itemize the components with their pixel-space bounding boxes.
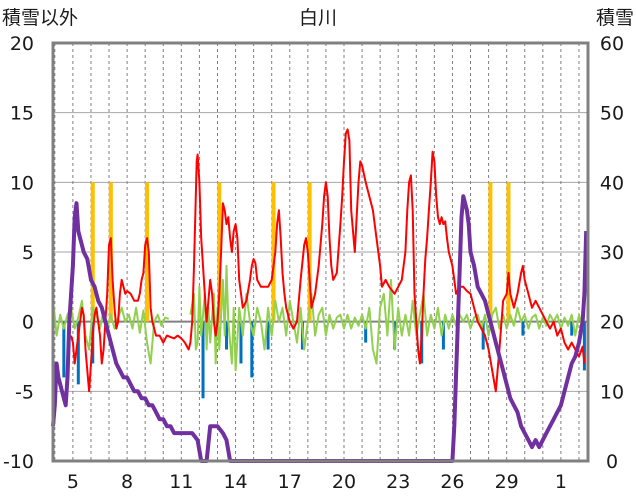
right-axis-title: 積雪 [596,7,634,29]
snowfall-bar [488,182,493,322]
snowfall-bar [90,182,95,322]
precip-bar [364,321,368,343]
x-tick-label: 11 [169,471,193,493]
precip-bar [481,321,485,350]
x-tick-label: 20 [332,471,356,493]
x-tick-label: 23 [386,471,410,493]
y-right-tick-label: 40 [600,172,624,194]
y-right-tick-label: 10 [600,381,624,403]
temperature-line [70,128,586,393]
y-left-tick-label: -5 [15,381,34,403]
precip-bar [225,321,229,350]
precip-bar [201,321,205,399]
y-left-tick-label: -10 [3,451,34,473]
plot-frame [51,41,590,463]
y-left-tick-label: 0 [22,312,34,334]
precip-bar [250,321,254,378]
precip-bar [62,321,66,378]
x-tick-label: 8 [121,471,133,493]
x-tick-label: 14 [223,471,247,493]
x-tick-label: 17 [278,471,302,493]
y-right-tick-label: 30 [600,242,624,264]
precip-bar [570,321,574,336]
precip-bar [521,321,525,336]
precip-bar [582,321,586,371]
snowfall-bar [271,182,276,322]
temp-change-line [52,299,170,365]
x-tick-label: 29 [495,471,519,493]
y-left-tick-label: 20 [10,33,34,55]
snowfall-bar [506,182,511,322]
snowfall-bar [144,182,149,322]
x-tick-label: 1 [555,471,567,493]
y-right-tick-label: 0 [606,451,618,473]
y-right-tick-label: 50 [600,103,624,125]
x-tick-label: 5 [67,471,79,493]
left-axis-title: 積雪以外 [2,7,78,29]
y-right-tick-label: 60 [600,33,624,55]
lines-layer [51,128,589,463]
y-left-tick-label: 5 [22,242,34,264]
precip-bar [76,321,80,385]
precip-bar [441,321,445,350]
snow-depth-line [51,194,589,463]
chart-title: 白川 [299,7,337,29]
y-right-tick-label: 20 [600,312,624,334]
y-left-tick-label: 10 [10,172,34,194]
snowfall-bar [217,182,222,322]
y-left-tick-label: 15 [10,103,34,125]
x-tick-label: 26 [440,471,464,493]
precip-bar [239,321,243,364]
snowfall-bar [307,182,312,322]
precip-bar [266,321,270,350]
temp-change-line [189,264,586,372]
